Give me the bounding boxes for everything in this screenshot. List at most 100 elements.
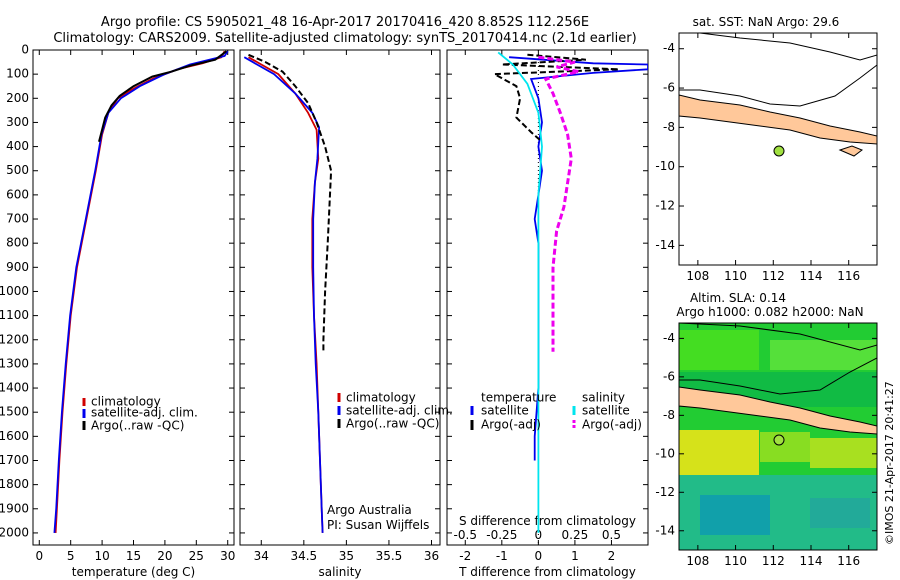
x-tick-label: -2 xyxy=(459,549,471,563)
sst-map-island xyxy=(838,145,864,157)
imos-timestamp: ©IMOS 21-Apr-2017 20:41:27 xyxy=(883,381,896,545)
y-tick-label: 1800 xyxy=(0,477,29,491)
x-tick-label: 5 xyxy=(67,549,75,563)
sla-map-patch xyxy=(810,498,870,528)
x-tick-label-secondary: 0.5 xyxy=(602,528,621,542)
x-tick-label: 34.5 xyxy=(290,549,317,563)
legend-temperature-title: temperature xyxy=(481,391,556,405)
y-tick-label: 1600 xyxy=(0,429,29,443)
map-x-tick-label: 114 xyxy=(800,554,823,568)
legend-temp-argo-label: Argo(-adj) xyxy=(481,418,541,432)
y-tick-label: 500 xyxy=(6,163,29,177)
plot-area xyxy=(32,49,235,546)
x-tick-label: 36 xyxy=(424,549,439,563)
sla-map-argo-marker xyxy=(773,434,785,446)
x-tick-label: 30 xyxy=(220,549,235,563)
x-tick-label: 2 xyxy=(608,549,616,563)
series-line-satellite-adj-clim-: satellite-adj. clim. xyxy=(243,56,324,533)
x-tick-label-secondary: -0.5 xyxy=(454,528,477,542)
legend-temp-satellite-label: satellite xyxy=(481,404,529,418)
y-tick-label: 0 xyxy=(21,43,29,57)
series-line-argo-raw-qc-: Argo(..raw -QC) xyxy=(98,50,228,143)
x-tick-label: 25 xyxy=(189,549,204,563)
legend-argo-label: Argo(..raw -QC) xyxy=(91,419,184,433)
map-y-tick-label: -12 xyxy=(655,199,675,213)
y-tick-label: 1100 xyxy=(0,308,29,322)
legend-salinity-title: salinity xyxy=(582,391,625,405)
map-x-tick-label: 116 xyxy=(837,554,860,568)
map-y-tick-label: -10 xyxy=(655,159,675,173)
sst-map-coast-north xyxy=(678,32,878,107)
legend-climatology-label: climatology xyxy=(91,395,161,409)
x-axis-label: salinity xyxy=(318,565,361,579)
x-axis-label: temperature (deg C) xyxy=(72,565,195,579)
salinity-annotation-line1: Argo Australia xyxy=(327,503,412,517)
map-x-tick-label: 108 xyxy=(686,269,709,283)
y-tick-label: 400 xyxy=(6,139,29,153)
series-line-argo-adj-: Argo(-adj) xyxy=(538,55,579,352)
sla-map-patch xyxy=(679,430,759,475)
x-tick-label-secondary: 0 xyxy=(535,528,543,542)
sla-map-coast-north xyxy=(678,322,878,395)
legend-climatology-label: climatology xyxy=(346,391,416,405)
map-x-tick-label: 112 xyxy=(762,554,785,568)
y-tick-label: 2000 xyxy=(0,525,29,539)
y-tick-label: 300 xyxy=(6,115,29,129)
map-y-tick-label: -10 xyxy=(655,446,675,460)
map-y-tick-label: -6 xyxy=(663,369,675,383)
x-tick-label: 35.5 xyxy=(376,549,403,563)
legend-argo-label: Argo(..raw -QC) xyxy=(346,417,439,431)
map-x-tick-label: 108 xyxy=(686,554,709,568)
map-y-tick-label: -12 xyxy=(655,485,675,499)
y-tick-label: 200 xyxy=(6,91,29,105)
x-tick-label: 10 xyxy=(94,549,109,563)
map-x-tick-label: 110 xyxy=(724,269,747,283)
map-y-tick-label: -4 xyxy=(663,41,675,55)
series-line-satellite: satellite xyxy=(497,51,543,533)
sst-map-frame xyxy=(678,32,878,266)
y-tick-label: 800 xyxy=(6,236,29,250)
header-line2: Climatology: CARS2009. Satellite-adjuste… xyxy=(53,31,636,46)
y-tick-label: 1400 xyxy=(0,381,29,395)
sla-map-patch xyxy=(760,432,810,462)
x-tick-label: 34 xyxy=(254,549,269,563)
map-x-tick-label: 114 xyxy=(800,269,823,283)
y-tick-label: 1900 xyxy=(0,501,29,515)
difference-legend: temperature salinity satellite Argo(-adj… xyxy=(470,391,642,432)
map-y-tick-label: -8 xyxy=(663,408,675,422)
map-y-tick-label: -4 xyxy=(663,331,675,345)
series-line-argo-adj-: Argo(-adj) xyxy=(490,53,619,143)
x-tick-label: 0 xyxy=(35,549,43,563)
plot-area xyxy=(446,49,649,546)
y-tick-label: 1200 xyxy=(0,332,29,346)
sst-map-argo-marker xyxy=(773,145,785,157)
x-axis-label-secondary: S difference from climatology xyxy=(459,514,636,528)
y-tick-label: 100 xyxy=(6,67,29,81)
sla-map-patch xyxy=(700,495,770,535)
y-tick-label: 1500 xyxy=(0,405,29,419)
sla-map-frame xyxy=(678,322,878,551)
map-y-tick-label: -6 xyxy=(663,81,675,95)
sla-map-title-line1: Altim. SLA: 0.14 xyxy=(690,291,786,305)
map-x-tick-label: 110 xyxy=(724,554,747,568)
header-line1: Argo profile: CS 5905021_48 16-Apr-2017 … xyxy=(101,15,589,30)
legend-satellite-label: satellite-adj. clim. xyxy=(346,404,453,418)
legend-satellite-label: satellite-adj. clim. xyxy=(91,406,198,420)
x-tick-label: 0 xyxy=(535,549,543,563)
series-line-argo-raw-qc-: Argo(..raw -QC) xyxy=(248,53,333,352)
salinity-panel: 34 34.5 35 35.5 36 salinity climatology satelli… xyxy=(239,49,441,579)
sst-map-title: sat. SST: NaN Argo: 29.6 xyxy=(693,15,840,29)
plot-area xyxy=(239,49,441,546)
map-y-tick-label: -14 xyxy=(655,523,675,537)
legend-sal-argo-label: Argo(-adj) xyxy=(582,418,642,432)
x-tick-label: 35 xyxy=(339,549,354,563)
sla-map-title-line2: Argo h1000: 0.082 h2000: NaN xyxy=(676,305,863,319)
legend-sal-satellite-label: satellite xyxy=(582,404,630,418)
x-tick-label: 15 xyxy=(126,549,141,563)
sla-map-patch xyxy=(770,340,877,370)
sla-map-patch xyxy=(679,330,759,370)
y-tick-label: 600 xyxy=(6,187,29,201)
x-axis-label: T difference from climatology xyxy=(458,565,636,579)
map-y-tick-label: -8 xyxy=(663,120,675,134)
x-tick-label-secondary: -0.25 xyxy=(486,528,517,542)
